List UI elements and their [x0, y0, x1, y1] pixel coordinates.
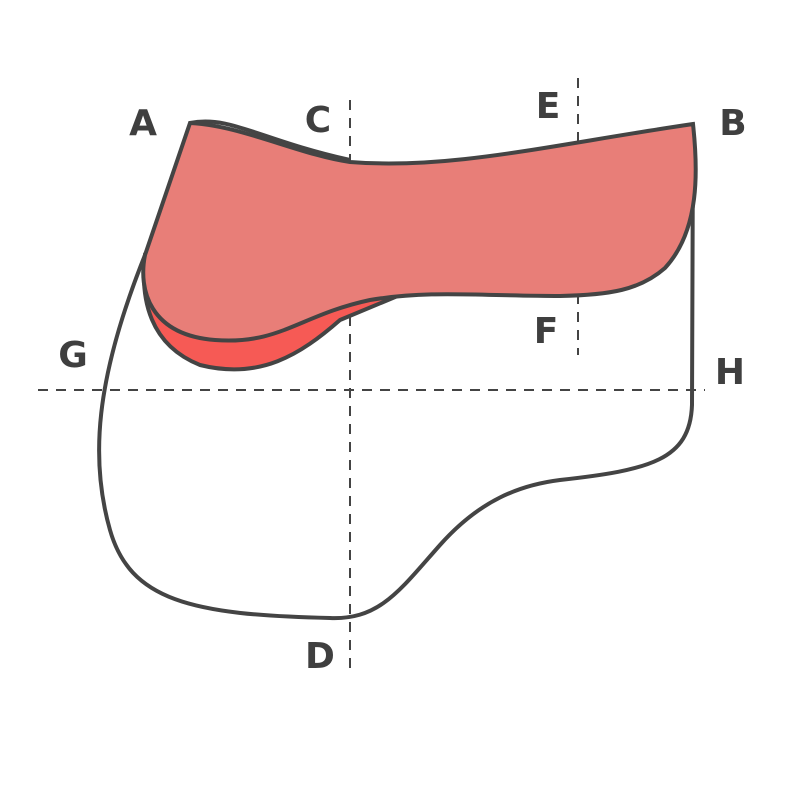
pad-outline [97, 127, 696, 621]
label: E [536, 86, 561, 127]
label: C [305, 100, 331, 141]
label: A [129, 103, 157, 144]
label: H [715, 352, 745, 393]
label: B [719, 103, 746, 144]
label: G [58, 335, 88, 376]
label: D [305, 636, 335, 677]
label: F [534, 311, 559, 352]
front-edge [189, 119, 351, 162]
saddle-seat [141, 120, 698, 343]
